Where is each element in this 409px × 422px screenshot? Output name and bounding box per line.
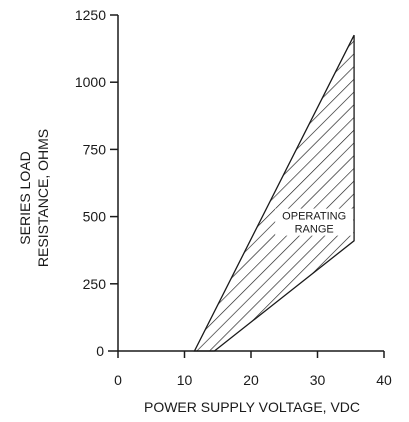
y-tick-label: 0 [96, 343, 104, 359]
annotation-line2: RANGE [295, 224, 334, 236]
y-tick-label: 1250 [75, 7, 106, 23]
x-tick-label: 0 [114, 372, 122, 388]
x-tick-label: 30 [310, 372, 326, 388]
y-tick-label: 500 [83, 209, 107, 225]
x-tick-label: 20 [243, 372, 259, 388]
operating-range-region [193, 34, 355, 352]
y-axis-title-line1: SERIES LOAD [17, 151, 33, 244]
y-axis-title-line2: RESISTANCE, OHMS [35, 129, 51, 267]
y-tick-label: 250 [83, 276, 107, 292]
annotation-line1: OPERATING [282, 211, 346, 223]
annotation-background [275, 208, 354, 236]
y-tick-label: 1000 [75, 74, 106, 90]
x-tick-label: 10 [177, 372, 193, 388]
x-axis-title: POWER SUPPLY VOLTAGE, VDC [144, 399, 360, 415]
x-tick-label: 40 [376, 372, 392, 388]
operating-range-annotation: OPERATING RANGE [275, 208, 354, 236]
y-tick-label: 750 [83, 141, 107, 157]
